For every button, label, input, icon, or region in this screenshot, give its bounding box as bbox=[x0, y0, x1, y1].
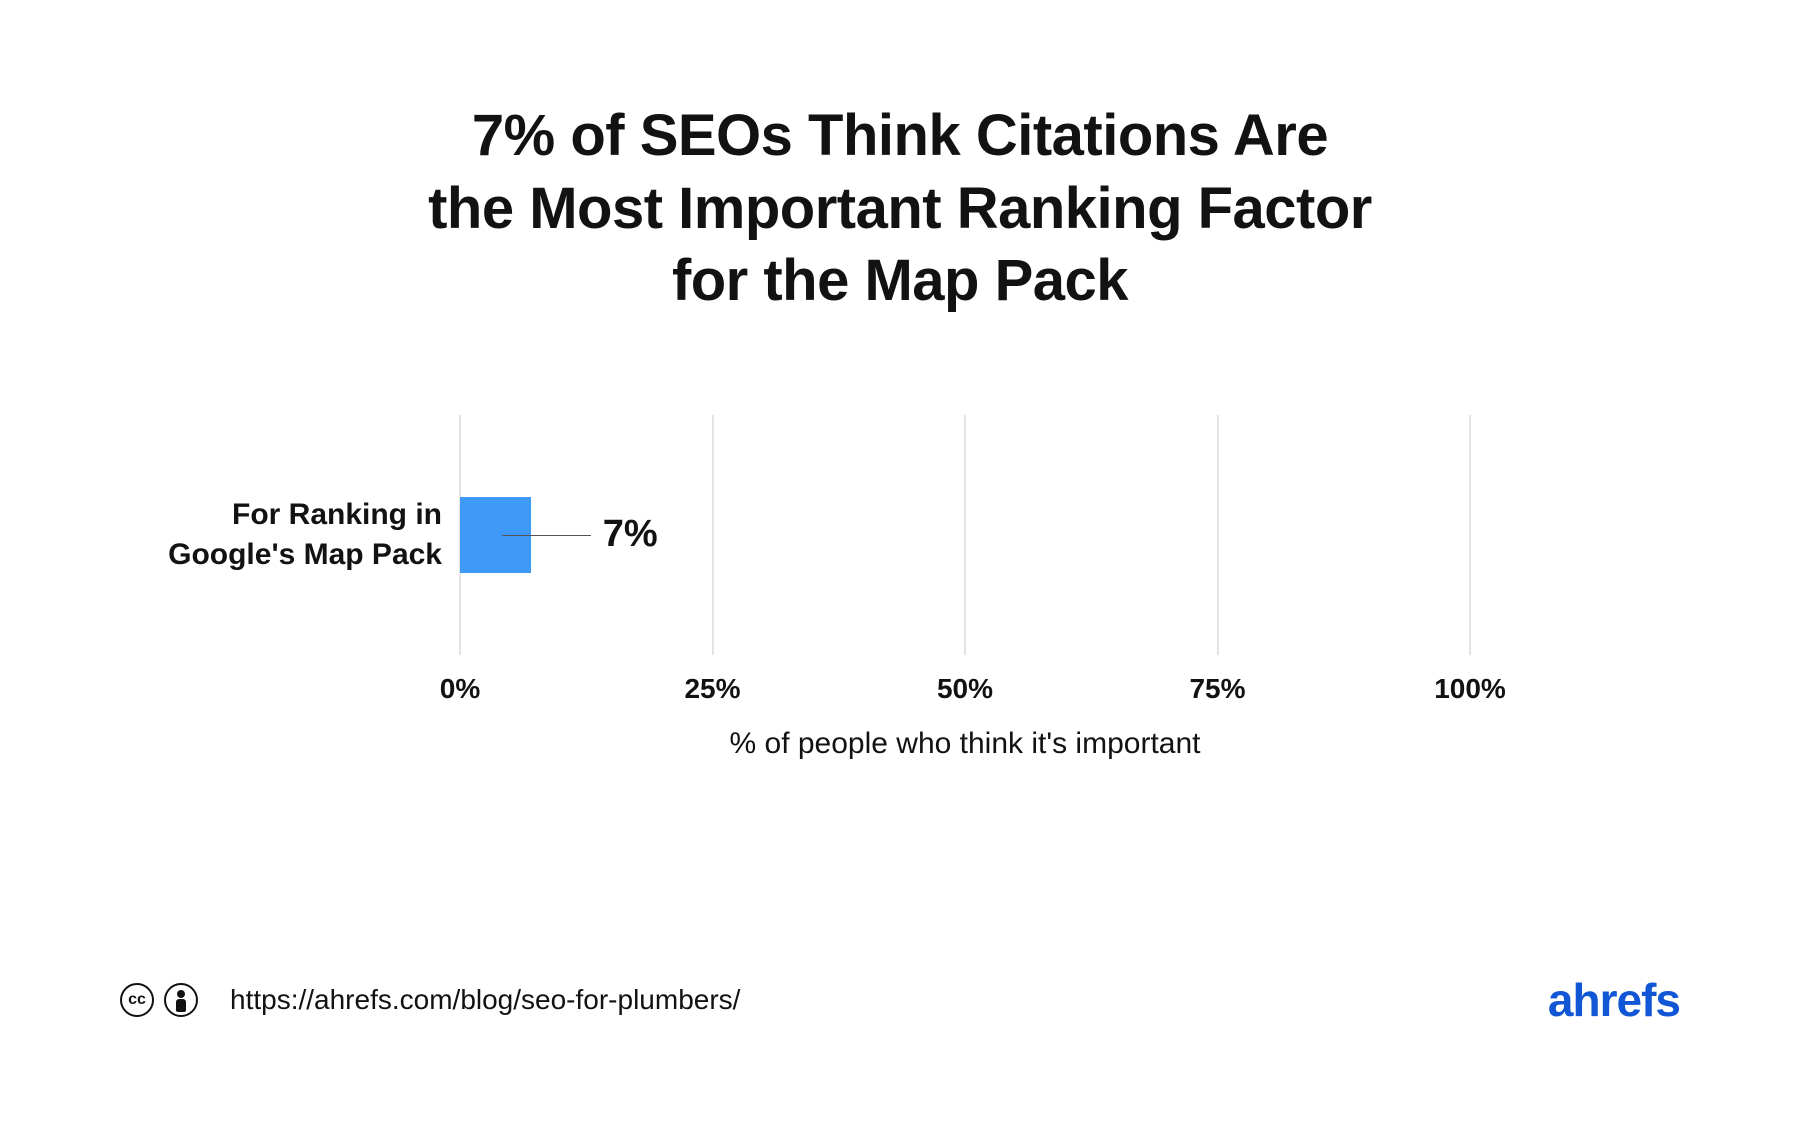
gridline bbox=[712, 415, 714, 655]
x-axis-title: % of people who think it's important bbox=[460, 727, 1470, 761]
category-label: For Ranking inGoogle's Map Pack bbox=[132, 495, 442, 576]
title-line: 7% of SEOs Think Citations Are bbox=[472, 103, 1328, 168]
footer: cc https://ahrefs.com/blog/seo-for-plumb… bbox=[120, 975, 1680, 1025]
cc-by-icon bbox=[164, 983, 198, 1017]
chart-title: 7% of SEOs Think Citations Are the Most I… bbox=[0, 100, 1800, 318]
x-tick-label: 75% bbox=[1189, 673, 1245, 705]
bar-value-label: 7% bbox=[603, 513, 658, 556]
plot-area: 0%25%50%75%100%% of people who think it'… bbox=[460, 415, 1470, 655]
source-url: https://ahrefs.com/blog/seo-for-plumbers… bbox=[230, 984, 740, 1016]
brand-logo: ahrefs bbox=[1548, 973, 1680, 1027]
title-line: for the Map Pack bbox=[672, 248, 1128, 313]
x-tick-label: 0% bbox=[440, 673, 480, 705]
footer-left: cc https://ahrefs.com/blog/seo-for-plumb… bbox=[120, 983, 740, 1017]
gridline bbox=[964, 415, 966, 655]
chart-area: 0%25%50%75%100%% of people who think it'… bbox=[460, 415, 1470, 655]
x-tick-label: 50% bbox=[937, 673, 993, 705]
title-line: the Most Important Ranking Factor bbox=[428, 176, 1372, 241]
cc-icon: cc bbox=[120, 983, 154, 1017]
gridline bbox=[1469, 415, 1471, 655]
x-tick-label: 25% bbox=[684, 673, 740, 705]
cc-license-icons: cc bbox=[120, 983, 198, 1017]
bar-leader-line bbox=[502, 535, 590, 536]
gridline bbox=[1217, 415, 1219, 655]
x-tick-label: 100% bbox=[1434, 673, 1506, 705]
